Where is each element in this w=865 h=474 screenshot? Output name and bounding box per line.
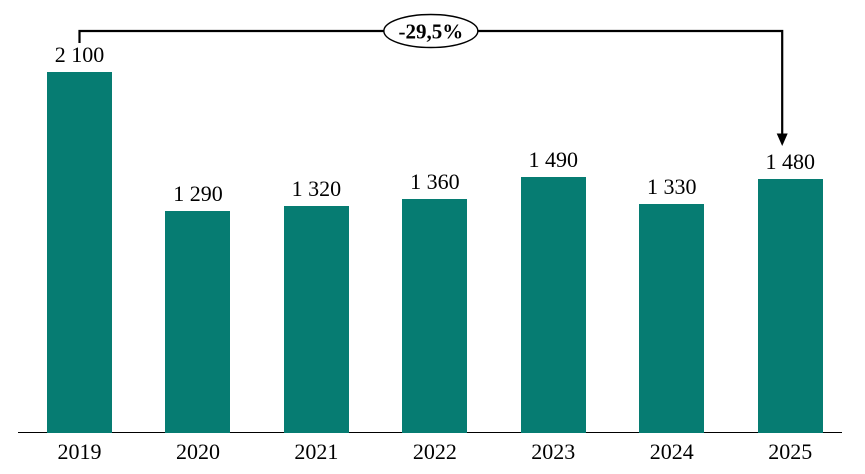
x-axis-label-2025: 2025 bbox=[768, 439, 813, 464]
x-axis-label-2024: 2024 bbox=[649, 439, 694, 464]
x-axis-label-2019: 2019 bbox=[57, 439, 102, 464]
value-label-2019: 2 100 bbox=[54, 42, 105, 67]
annotation-bubble bbox=[383, 13, 479, 49]
x-axis-label-2022: 2022 bbox=[412, 439, 457, 464]
bar-2024 bbox=[639, 204, 705, 433]
bar-2025 bbox=[757, 178, 823, 433]
bar-2019 bbox=[47, 72, 112, 433]
annotation-label: -29,5% bbox=[398, 20, 463, 44]
bar-2022 bbox=[402, 199, 468, 433]
value-label-2021: 1 320 bbox=[291, 176, 342, 202]
value-label-2022: 1 360 bbox=[410, 169, 460, 195]
value-label-2020: 1 290 bbox=[173, 181, 223, 207]
x-axis-label-2020: 2020 bbox=[175, 439, 220, 464]
value-label-2025: 1 480 bbox=[765, 148, 815, 174]
bar-2020 bbox=[165, 211, 231, 433]
x-axis-label-2023: 2023 bbox=[531, 439, 576, 464]
x-axis-label-2021: 2021 bbox=[294, 439, 339, 464]
bar-2023 bbox=[520, 176, 586, 433]
annotation-arrowhead bbox=[776, 133, 788, 146]
value-label-2023: 1 490 bbox=[528, 146, 579, 172]
bar-2021 bbox=[283, 206, 349, 433]
value-label-2024: 1 330 bbox=[647, 174, 697, 200]
